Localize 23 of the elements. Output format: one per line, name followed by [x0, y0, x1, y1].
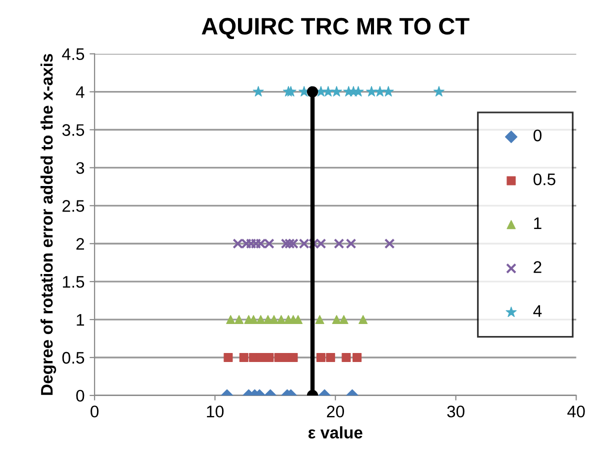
y-tick-label: 3.5: [62, 124, 84, 136]
x-tick-label: 10: [206, 406, 224, 418]
legend-label: 0: [534, 130, 542, 142]
legend-label: 2: [534, 261, 542, 273]
x-tick-label: 0: [90, 406, 99, 418]
y-tick-label: 4: [76, 86, 84, 98]
legend-label: 1: [534, 217, 542, 229]
legend-label: 0.5: [534, 173, 556, 186]
x-axis-title: ε value: [308, 426, 362, 439]
x-tick-label: 20: [326, 406, 344, 418]
y-axis-title: Degree of rotation error added to the x-axis: [40, 54, 56, 395]
y-tick-label: 1: [76, 314, 84, 326]
legend-label: 4: [533, 305, 542, 317]
y-tick-label: 0.5: [62, 352, 84, 364]
x-tick-label: 40: [567, 406, 585, 418]
y-tick-label: 2.5: [62, 200, 84, 212]
y-tick-label: 0: [76, 390, 84, 402]
y-tick-label: 1.5: [62, 276, 84, 288]
y-tick-label: 3: [76, 162, 84, 174]
y-tick-label: 4.5: [62, 48, 84, 60]
x-tick-label: 30: [447, 406, 464, 418]
chart-title: AQUIRC TRC MR TO CT: [202, 18, 470, 40]
y-tick-label: 2: [76, 238, 84, 250]
